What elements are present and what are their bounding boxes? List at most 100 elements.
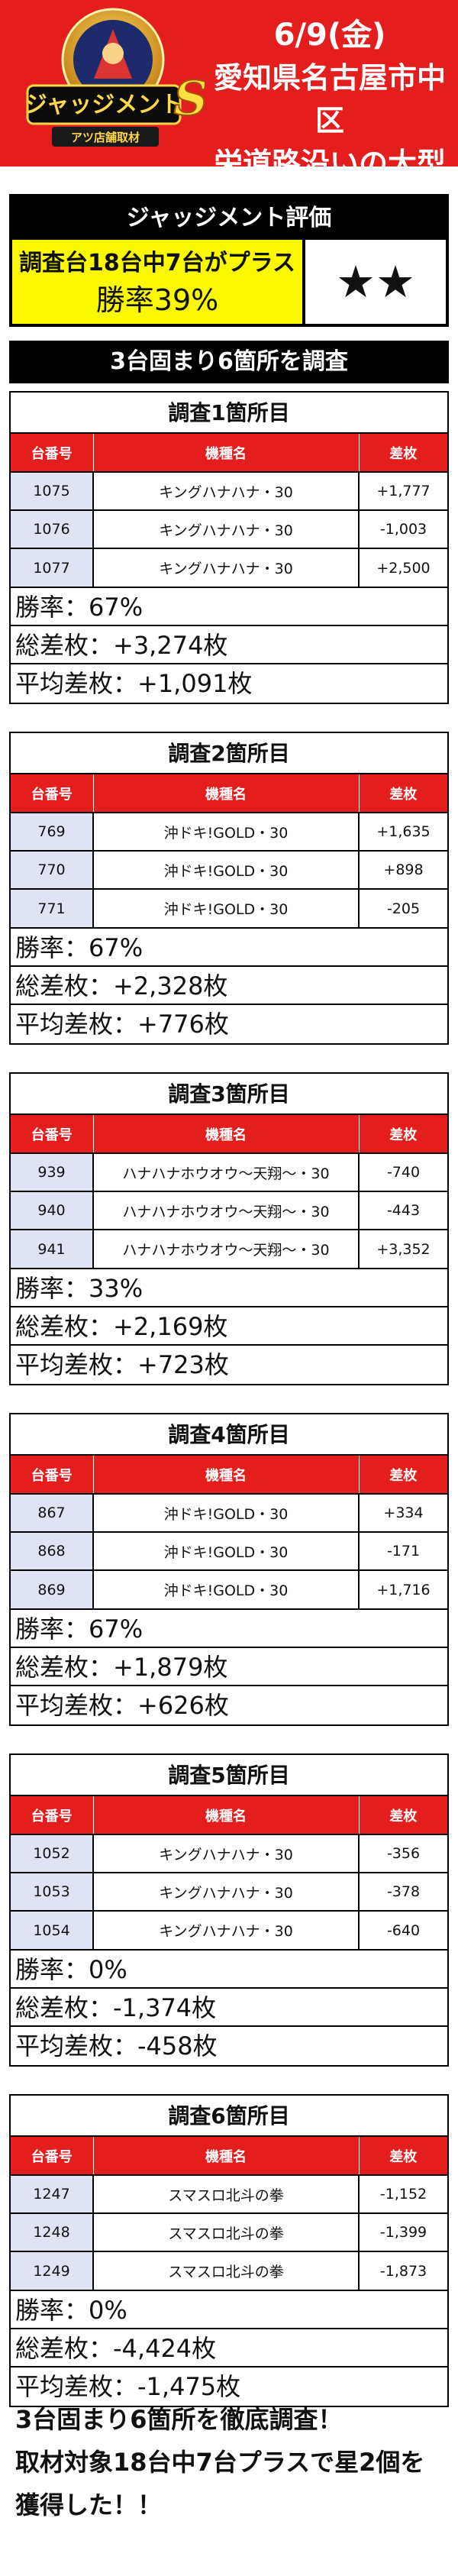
- table-row: 1052 キングハナハナ・30 -356: [11, 1834, 447, 1873]
- survey-table: 台番号 機種名 差枚 1247 スマスロ北斗の拳 -1,152 1248 スマスロ北斗の拳 -1…: [11, 2137, 447, 2290]
- survey-win-rate: 勝率：67%: [11, 587, 447, 625]
- header-machine-number: 台番号: [11, 434, 94, 472]
- survey-total-diff: 総差枚：+2,328枚: [11, 965, 447, 1004]
- table-row: 1076 キングハナハナ・30 -1,003: [11, 509, 447, 548]
- machine-number: 1248: [11, 2212, 94, 2251]
- footer-line-1: 3台固まり6箇所を徹底調査！: [15, 2405, 343, 2434]
- survey-block: 調査1箇所目 台番号 機種名 差枚 1075 キングハナハナ・30 +1,777 1076 キン…: [9, 391, 449, 704]
- machine-number: 869: [11, 1569, 94, 1608]
- machine-number: 771: [11, 888, 94, 927]
- machine-number: 1076: [11, 509, 94, 548]
- machine-number: 867: [11, 1493, 94, 1532]
- machine-diff: -443: [359, 1191, 447, 1230]
- table-row: 1075 キングハナハナ・30 +1,777: [11, 471, 447, 510]
- header-machine-name: 機種名: [93, 2137, 360, 2175]
- survey-block: 調査4箇所目 台番号 機種名 差枚 867 沖ドキ!GOLD・30 +334 868 沖ドキ!G…: [9, 1413, 449, 1726]
- header-machine-name: 機種名: [93, 1456, 360, 1494]
- survey-average-diff: 平均差枚：+1,091枚: [11, 663, 447, 701]
- machine-number: 1054: [11, 1910, 94, 1949]
- svg-text:アツ店舗取材: アツ店舗取材: [71, 131, 140, 144]
- evaluation-description: 調査台18台中7台がプラス: [18, 250, 296, 276]
- table-row: 869 沖ドキ!GOLD・30 +1,716: [11, 1569, 447, 1608]
- survey-win-rate: 勝率：0%: [11, 2290, 447, 2328]
- machine-number: 1247: [11, 2174, 94, 2213]
- survey-table: 台番号 機種名 差枚 1052 キングハナハナ・30 -356 1053 キングハナハナ・30…: [11, 1796, 447, 1949]
- survey-average-diff: 平均差枚：-458枚: [11, 2025, 447, 2064]
- machine-diff: -640: [359, 1910, 447, 1949]
- table-row: 940 ハナハナホウオウ〜天翔〜・30 -443: [11, 1191, 447, 1230]
- machine-diff: -205: [359, 888, 447, 927]
- machine-name: 沖ドキ!GOLD・30: [93, 1493, 360, 1532]
- survey-total-diff: 総差枚：-1,374枚: [11, 1987, 447, 2025]
- header-diff: 差枚: [359, 774, 447, 813]
- table-header-row: 台番号 機種名 差枚: [11, 774, 447, 813]
- header-banner: ジャッジメント S アツ店舗取材 6/9(金) 愛知県名古屋市中区 栄道路沿いの…: [0, 0, 458, 223]
- machine-name: キングハナハナ・30: [93, 471, 360, 510]
- table-row: 1249 スマスロ北斗の拳 -1,873: [11, 2251, 447, 2290]
- machine-number: 1053: [11, 1872, 94, 1911]
- machine-diff: +3,352: [359, 1229, 447, 1268]
- survey-win-rate: 勝率：67%: [11, 927, 447, 965]
- machine-name: スマスロ北斗の拳: [93, 2212, 360, 2251]
- table-header-row: 台番号 機種名 差枚: [11, 434, 447, 472]
- survey-title: 調査6箇所目: [11, 2096, 447, 2137]
- survey-average-diff: 平均差枚：+723枚: [11, 1344, 447, 1382]
- machine-number: 941: [11, 1229, 94, 1268]
- header-machine-number: 台番号: [11, 1115, 94, 1153]
- evaluation-summary: 調査台18台中7台がプラス 勝率39%: [12, 240, 305, 324]
- machine-number: 1052: [11, 1834, 94, 1873]
- machine-diff: +898: [359, 850, 447, 889]
- survey-block: 調査2箇所目 台番号 機種名 差枚 769 沖ドキ!GOLD・30 +1,635 770 沖ドキ…: [9, 732, 449, 1045]
- survey-table: 台番号 機種名 差枚 939 ハナハナホウオウ〜天翔〜・30 -740 940 ハナハナホウオ…: [11, 1115, 447, 1268]
- machine-name: 沖ドキ!GOLD・30: [93, 888, 360, 927]
- footer-line-3: 獲得した！！: [15, 2490, 163, 2519]
- evaluation-win-rate: 勝率39%: [95, 283, 219, 317]
- location-line-1: 愛知県名古屋市中区: [213, 61, 446, 137]
- machine-diff: +334: [359, 1493, 447, 1532]
- survey-average-diff: 平均差枚：+626枚: [11, 1685, 447, 1723]
- footer-line-2: 取材対象18台中7台プラスで星2個を: [15, 2448, 425, 2477]
- table-row: 770 沖ドキ!GOLD・30 +898: [11, 850, 447, 889]
- machine-diff: -1,003: [359, 509, 447, 548]
- machine-diff: -1,152: [359, 2174, 447, 2213]
- header-machine-name: 機種名: [93, 434, 360, 472]
- machine-name: スマスロ北斗の拳: [93, 2174, 360, 2213]
- report-date: 6/9(金): [273, 18, 386, 53]
- machine-number: 1075: [11, 471, 94, 510]
- header-machine-number: 台番号: [11, 1796, 94, 1834]
- machine-diff: +1,777: [359, 471, 447, 510]
- survey-title: 調査1箇所目: [11, 393, 447, 434]
- machine-name: キングハナハナ・30: [93, 509, 360, 548]
- header-machine-name: 機種名: [93, 1796, 360, 1834]
- machine-name: キングハナハナ・30: [93, 1872, 360, 1911]
- machine-number: 769: [11, 812, 94, 851]
- machine-name: キングハナハナ・30: [93, 548, 360, 587]
- machine-name: ハナハナホウオウ〜天翔〜・30: [93, 1229, 360, 1268]
- survey-block: 調査3箇所目 台番号 機種名 差枚 939 ハナハナホウオウ〜天翔〜・30 -740 940 ハ…: [9, 1072, 449, 1385]
- machine-name: ハナハナホウオウ〜天翔〜・30: [93, 1152, 360, 1191]
- machine-number: 770: [11, 850, 94, 889]
- survey-block: 調査6箇所目 台番号 機種名 差枚 1247 スマスロ北斗の拳 -1,152 1248 スマスロ…: [9, 2094, 449, 2407]
- machine-diff: +1,635: [359, 812, 447, 851]
- table-row: 868 沖ドキ!GOLD・30 -171: [11, 1531, 447, 1570]
- machine-number: 939: [11, 1152, 94, 1191]
- machine-diff: +1,716: [359, 1569, 447, 1608]
- machine-diff: -1,399: [359, 2212, 447, 2251]
- section-banner: 3台固まり6箇所を調査: [9, 341, 449, 383]
- machine-name: ハナハナホウオウ〜天翔〜・30: [93, 1191, 360, 1230]
- machine-diff: -378: [359, 1872, 447, 1911]
- survey-title: 調査5箇所目: [11, 1755, 447, 1796]
- machine-number: 940: [11, 1191, 94, 1230]
- machine-name: キングハナハナ・30: [93, 1910, 360, 1949]
- table-header-row: 台番号 機種名 差枚: [11, 1456, 447, 1494]
- header-machine-number: 台番号: [11, 774, 94, 813]
- summary-footer: 3台固まり6箇所を徹底調査！ 取材対象18台中7台プラスで星2個を 獲得した！！: [15, 2398, 450, 2526]
- machine-name: キングハナハナ・30: [93, 1834, 360, 1873]
- header-diff: 差枚: [359, 434, 447, 472]
- machine-name: スマスロ北斗の拳: [93, 2251, 360, 2290]
- header-machine-name: 機種名: [93, 1115, 360, 1153]
- survey-title: 調査3箇所目: [11, 1074, 447, 1115]
- table-header-row: 台番号 機種名 差枚: [11, 1796, 447, 1834]
- machine-diff: -171: [359, 1531, 447, 1570]
